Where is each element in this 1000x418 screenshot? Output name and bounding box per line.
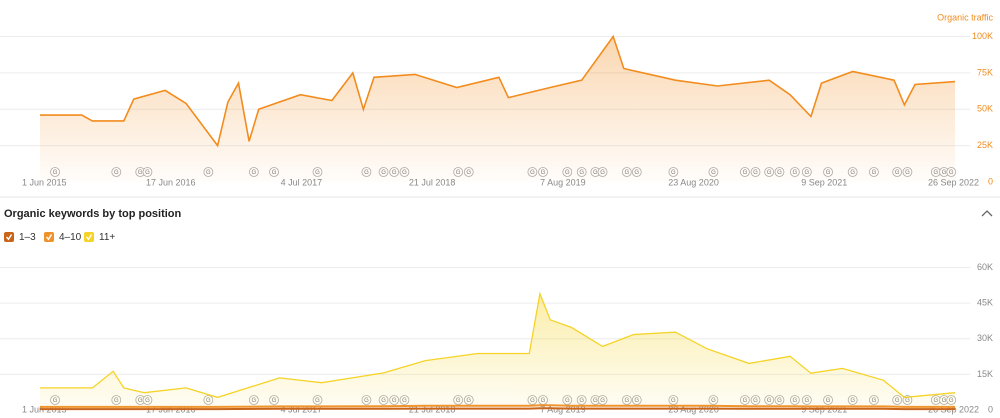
series-area <box>40 293 955 407</box>
legend-checkbox <box>4 232 14 242</box>
y-axis-title: Organic traffic <box>937 12 993 22</box>
y-tick-label: 15K <box>977 369 993 379</box>
legend-label: 4–10 <box>59 232 82 243</box>
y-tick-label: 50K <box>977 104 993 114</box>
y-tick-label: 100K <box>972 31 993 41</box>
x-tick-label: 9 Sep 2021 <box>801 177 847 187</box>
x-tick-label: 4 Jul 2017 <box>281 177 323 187</box>
legend-check <box>45 234 53 241</box>
legend-label: 11+ <box>99 232 115 243</box>
traffic-area <box>40 36 955 182</box>
y-tick-label: 0 <box>988 176 993 186</box>
legend-checkbox <box>44 232 54 242</box>
traffic-line <box>40 34 956 148</box>
x-tick-label: 21 Jul 2018 <box>409 177 456 187</box>
legend-check <box>5 234 13 241</box>
legend-check <box>85 234 93 241</box>
x-tick-label: 1 Jun 2015 <box>22 177 67 187</box>
legend-checkbox <box>84 232 94 242</box>
series-line <box>40 407 955 411</box>
series-line <box>40 291 956 399</box>
x-tick-label: 17 Jun 2016 <box>146 177 196 187</box>
x-tick-label: 7 Aug 2019 <box>540 177 586 187</box>
y-tick-label: 25K <box>977 140 993 150</box>
x-tick-label: 23 Aug 2020 <box>668 177 719 187</box>
collapse-chevron[interactable] <box>981 210 993 217</box>
x-tick-label: 26 Sep 2022 <box>928 177 979 187</box>
y-tick-label: 60K <box>977 262 993 272</box>
y-tick-label: 0 <box>988 404 993 414</box>
y-tick-label: 45K <box>977 298 993 308</box>
y-tick-label: 30K <box>977 333 993 343</box>
y-tick-label: 75K <box>977 67 993 77</box>
section-title: Organic keywords by top position <box>4 208 182 220</box>
legend-label: 1–3 <box>19 232 36 243</box>
